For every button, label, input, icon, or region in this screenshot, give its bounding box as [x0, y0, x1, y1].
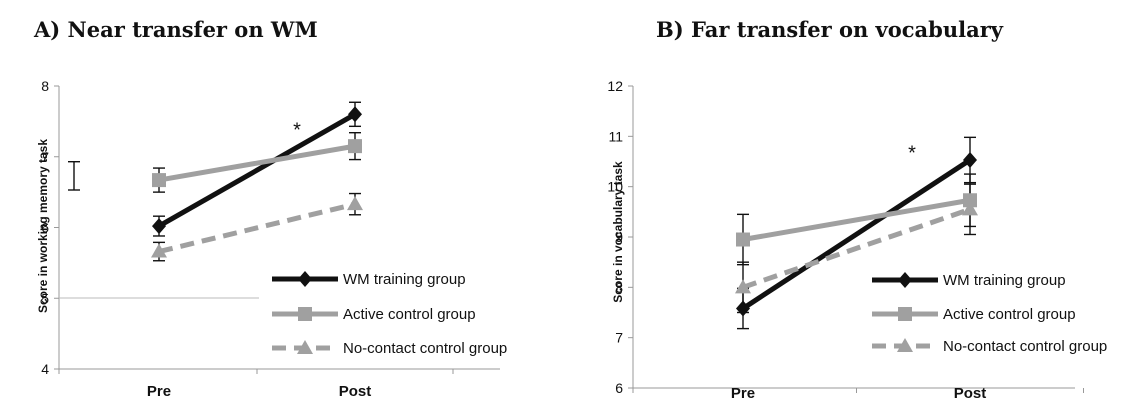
panel-b-title: B) Far transfer on vocabulary [656, 17, 1004, 42]
panel-a-series-line [158, 201, 356, 254]
panel-a-legend: WM training group Active control group No-… [272, 271, 507, 357]
panel-a-legend-marker [298, 271, 312, 287]
panel-a-y-axis-label: Score in working memory task [36, 139, 50, 313]
panel-b-legend-marker [898, 307, 912, 321]
panel-b-category-label: Pre [731, 385, 755, 402]
panel-a-category-label: Post [339, 383, 372, 400]
panel-b-y-axis-label: Score in vocabulary task [611, 161, 625, 303]
panel-b-data-point [736, 232, 750, 247]
panel-a-legend-label: WM training group [343, 271, 466, 288]
panel-a: A) Near transfer on WM Score in working … [33, 17, 507, 400]
panel-b-legend-label: Active control group [943, 306, 1076, 323]
panel-b: B) Far transfer on vocabulary Score in v… [607, 17, 1107, 402]
panel-b-data-point [963, 151, 977, 168]
panel-b-data-point [963, 193, 977, 208]
panel-a-y-tick-label: 6 [41, 220, 49, 236]
panel-b-legend-item: Active control group [872, 306, 1076, 323]
panel-a-y-tick-label: 5 [41, 290, 49, 306]
panel-a-data-point [152, 218, 166, 235]
panel-a-series-line [157, 112, 357, 229]
panel-a-data-point [347, 196, 363, 211]
panel-a-significance-marker: * [293, 119, 301, 141]
panel-b-series-line [742, 197, 971, 242]
panel-b-series-line [742, 206, 971, 290]
panel-b-y-tick-label: 6 [615, 380, 623, 396]
panel-b-data-point [962, 201, 978, 216]
panel-a-category-label: Pre [147, 383, 171, 400]
panel-b-y-tick-label: 7 [615, 330, 623, 346]
panel-a-legend-label: Active control group [343, 306, 476, 323]
panel-a-legend-marker [297, 340, 313, 354]
panel-a-standalone-error-bar [68, 161, 80, 191]
panel-a-data-point [151, 243, 167, 258]
panel-b-data-point [735, 279, 751, 294]
panel-a-data-point [152, 173, 166, 188]
panel-a-legend-marker [298, 307, 312, 321]
panel-a-data-point [348, 106, 362, 123]
panel-b-legend-marker [897, 338, 913, 352]
panel-a-data-point [348, 139, 362, 154]
panel-b-legend-marker [898, 272, 912, 288]
panel-b-y-tick-label: 8 [615, 279, 623, 295]
panel-b-series-line [741, 157, 972, 311]
panel-b-legend-item: WM training group [872, 272, 1066, 289]
panel-b-legend-label: No-contact control group [943, 338, 1107, 355]
panel-a-legend-item: Active control group [272, 306, 476, 323]
panel-a-title: A) Near transfer on WM [33, 17, 318, 42]
panel-a-legend-label: No-contact control group [343, 340, 507, 357]
panel-b-significance-marker: * [908, 142, 916, 164]
panel-a-y-tick-label: 8 [41, 78, 49, 94]
panel-a-legend-item: No-contact control group [272, 340, 507, 357]
panel-b-legend: WM training group Active control group No-… [872, 272, 1107, 355]
panel-a-legend-item: WM training group [272, 271, 466, 288]
panel-b-legend-label: WM training group [943, 272, 1066, 289]
panel-b-data-point [736, 300, 750, 317]
panel-b-y-tick-label: 9 [615, 229, 623, 245]
panel-b-y-tick-label: 12 [607, 78, 623, 94]
panel-b-y-tick-label: 10 [607, 179, 623, 195]
panel-a-series-line [158, 143, 356, 183]
panel-a-y-tick-label: 7 [41, 149, 49, 165]
panel-a-y-tick-label: 4 [41, 361, 49, 377]
panel-b-legend-item: No-contact control group [872, 338, 1107, 355]
panel-b-y-tick-label: 11 [608, 128, 623, 144]
panel-b-category-label: Post [954, 385, 987, 402]
